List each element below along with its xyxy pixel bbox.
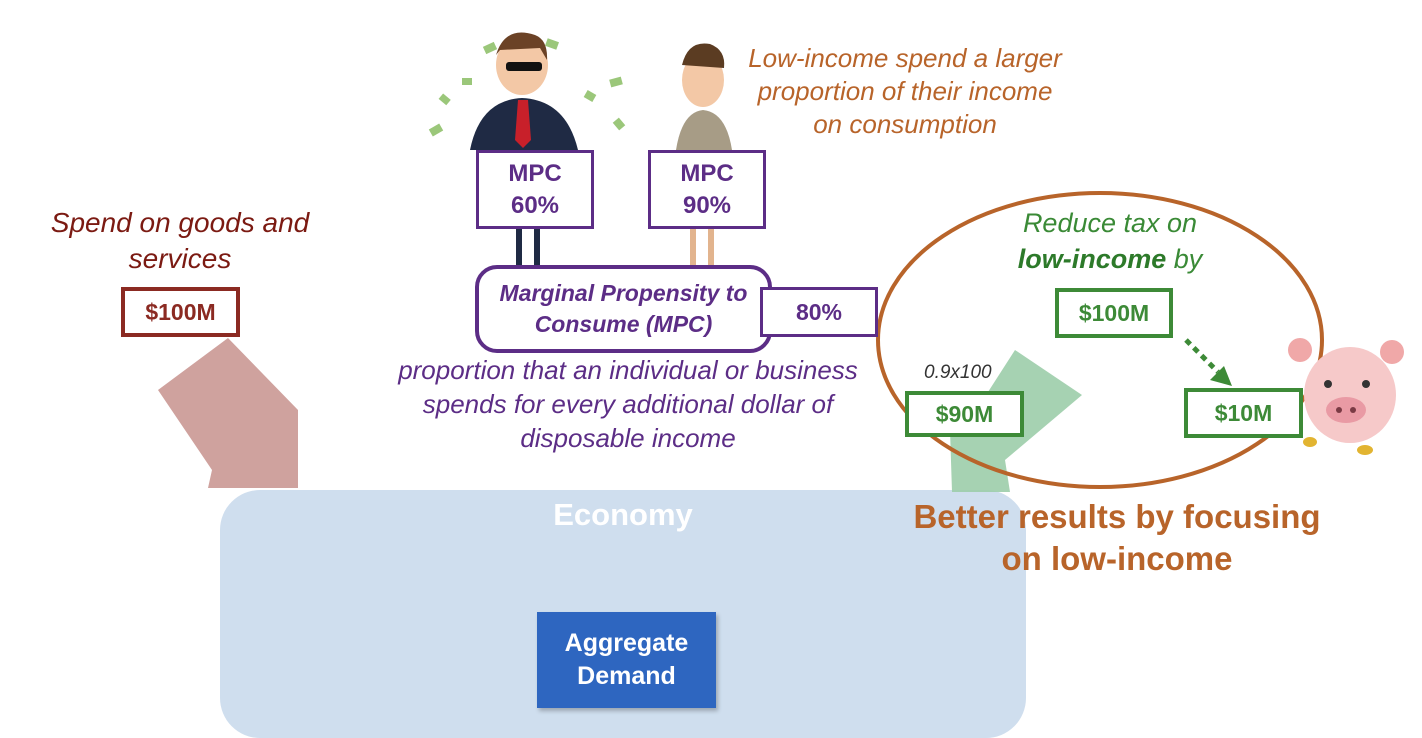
savings-arrow-icon (1184, 338, 1220, 374)
mpc-value-box: 80% (760, 287, 878, 337)
spent-amount-box: $90M (905, 391, 1024, 437)
rich-mpc-label: MPC (508, 159, 562, 187)
poor-mpc-value: 90% (682, 191, 732, 219)
rich-mpc-sign: MPC 60% (476, 150, 594, 229)
rich-mpc-value: 60% (510, 191, 560, 219)
poor-mpc-label: MPC (680, 159, 734, 187)
spend-text: Spend on goods and services (50, 207, 310, 274)
aggregate-demand-box: Aggregate Demand (537, 612, 716, 708)
reduce-tax-suffix: by (1173, 244, 1203, 274)
conclusion-text: Better results by focusing on low-income (913, 498, 1321, 577)
saved-amount-box: $10M (1184, 388, 1303, 438)
economy-label: Economy (553, 497, 693, 532)
spend-amount-box: $100M (121, 287, 240, 337)
reduce-tax-target: low-income (1017, 244, 1167, 274)
spend-arrow-icon (158, 338, 298, 488)
poor-man-icon (676, 43, 732, 276)
reduce-tax-prefix: Reduce tax on (1022, 208, 1198, 238)
highlight-ellipse (876, 191, 1324, 489)
money-flakes-icon (428, 38, 626, 137)
calc-note: 0.9x100 (924, 362, 992, 383)
mpc-description: proportion that an individual or busines… (398, 355, 858, 453)
tax-amount-box: $100M (1055, 288, 1173, 338)
low-income-note: Low-income spend a larger proportion of … (748, 43, 1062, 139)
mpc-definition-box: Marginal Propensity to Consume (MPC) (475, 265, 772, 353)
rich-man-icon (470, 32, 578, 276)
piggy-bank-icon (1288, 338, 1404, 455)
poor-mpc-sign: MPC 90% (648, 150, 766, 229)
reduce-tax-text: Reduce tax on low-income by (960, 205, 1260, 277)
